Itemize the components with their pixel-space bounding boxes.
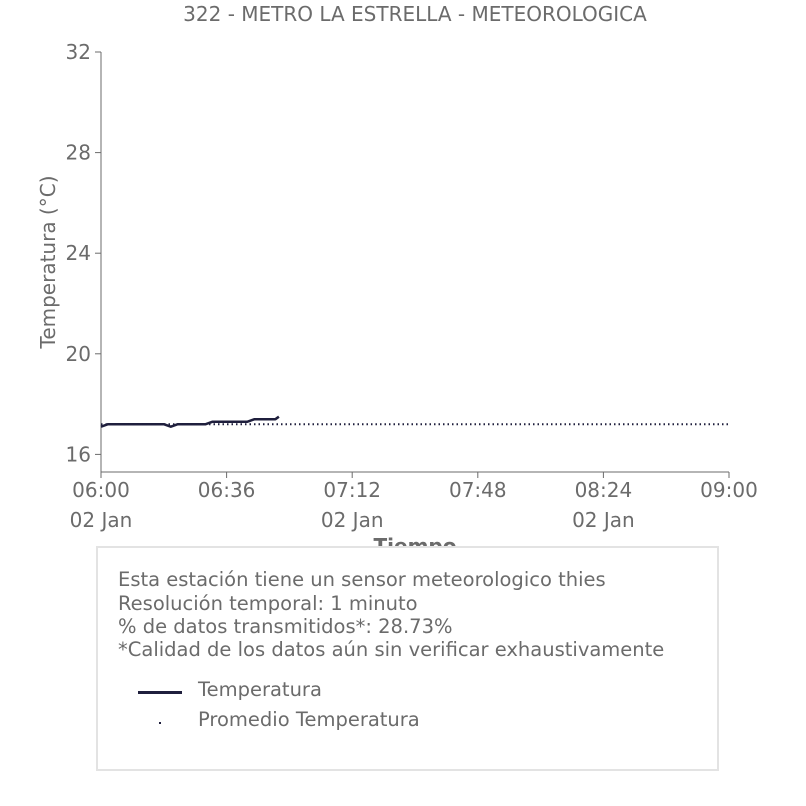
y-axis-label: Temperatura (°C)	[36, 175, 60, 349]
y-tick-label: 24	[66, 241, 91, 265]
x-tick-date-label: 02 Jan	[572, 508, 635, 532]
y-tick-label: 20	[66, 342, 91, 366]
chart-title: 322 - METRO LA ESTRELLA - METEOROLOGICA	[183, 2, 647, 26]
x-tick-time-label: 07:12	[323, 478, 381, 502]
info-transmitted-text: % de datos transmitidos*: 28.73%	[118, 615, 453, 638]
y-tick-label: 32	[66, 40, 91, 64]
legend-solid-line-swatch	[138, 691, 182, 694]
x-tick-time-label: 07:48	[449, 478, 507, 502]
legend-label-temperatura: Temperatura	[198, 678, 322, 701]
y-tick-label: 28	[66, 141, 91, 165]
x-tick-time-label: 08:24	[575, 478, 633, 502]
temperature-line	[100, 415, 280, 428]
legend-label-promedio: Promedio Temperatura	[198, 708, 420, 731]
x-tick-time-label: 06:36	[198, 478, 256, 502]
y-tick-label: 16	[66, 442, 91, 466]
info-resolution-text: Resolución temporal: 1 minuto	[118, 592, 418, 615]
info-sensor-text: Esta estación tiene un sensor meteorolog…	[118, 568, 606, 591]
info-quality-note: *Calidad de los datos aún sin verificar …	[118, 638, 665, 661]
x-tick-time-label: 06:00	[72, 478, 130, 502]
x-tick-time-label: 09:00	[700, 478, 758, 502]
x-tick-date-label: 02 Jan	[321, 508, 384, 532]
x-tick-date-label: 02 Jan	[70, 508, 133, 532]
legend-dot-swatch	[159, 722, 161, 724]
info-panel: Esta estación tiene un sensor meteorolog…	[96, 546, 719, 771]
